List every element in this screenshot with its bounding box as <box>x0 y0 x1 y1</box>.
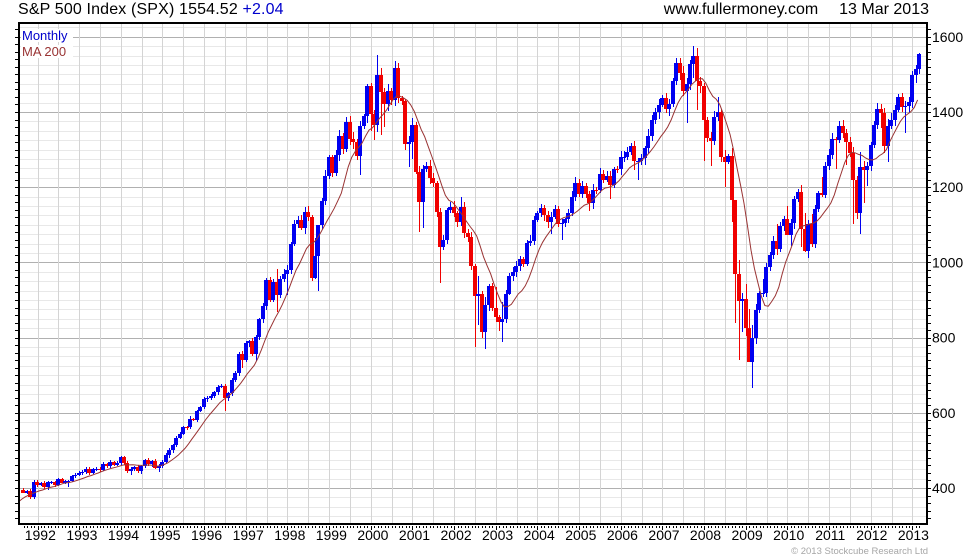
svg-text:1600: 1600 <box>932 29 963 45</box>
svg-text:1000: 1000 <box>932 254 963 270</box>
svg-text:2008: 2008 <box>690 527 721 543</box>
svg-text:2004: 2004 <box>524 527 555 543</box>
svg-text:1997: 1997 <box>233 527 264 543</box>
svg-text:1995: 1995 <box>149 527 180 543</box>
svg-text:1999: 1999 <box>316 527 347 543</box>
svg-text:1998: 1998 <box>274 527 305 543</box>
svg-text:1992: 1992 <box>25 527 56 543</box>
svg-text:2010: 2010 <box>773 527 804 543</box>
svg-text:1200: 1200 <box>932 179 963 195</box>
svg-text:1996: 1996 <box>191 527 222 543</box>
svg-text:2005: 2005 <box>565 527 596 543</box>
svg-text:2013: 2013 <box>898 527 929 543</box>
svg-text:Monthly: Monthly <box>22 28 68 43</box>
svg-text:13 Mar 2013: 13 Mar 2013 <box>839 1 929 18</box>
svg-text:1994: 1994 <box>108 527 139 543</box>
svg-text:S&P 500 Index (SPX) 1554.52 +2: S&P 500 Index (SPX) 1554.52 +2.04 <box>18 1 284 18</box>
svg-text:2001: 2001 <box>399 527 430 543</box>
svg-text:www.fullermoney.com: www.fullermoney.com <box>663 1 818 18</box>
svg-text:2003: 2003 <box>482 527 513 543</box>
svg-text:2006: 2006 <box>607 527 638 543</box>
svg-text:MA 200: MA 200 <box>22 44 66 59</box>
svg-text:© 2013 Stockcube Research Ltd: © 2013 Stockcube Research Ltd <box>791 546 928 557</box>
svg-text:400: 400 <box>932 480 956 496</box>
svg-text:2002: 2002 <box>441 527 472 543</box>
svg-text:2007: 2007 <box>648 527 679 543</box>
svg-text:2012: 2012 <box>856 527 887 543</box>
svg-text:2000: 2000 <box>357 527 388 543</box>
svg-text:800: 800 <box>932 330 956 346</box>
svg-text:2009: 2009 <box>732 527 763 543</box>
svg-text:600: 600 <box>932 405 956 421</box>
svg-text:2011: 2011 <box>815 527 845 543</box>
svg-text:1400: 1400 <box>932 104 963 120</box>
svg-text:1993: 1993 <box>66 527 97 543</box>
